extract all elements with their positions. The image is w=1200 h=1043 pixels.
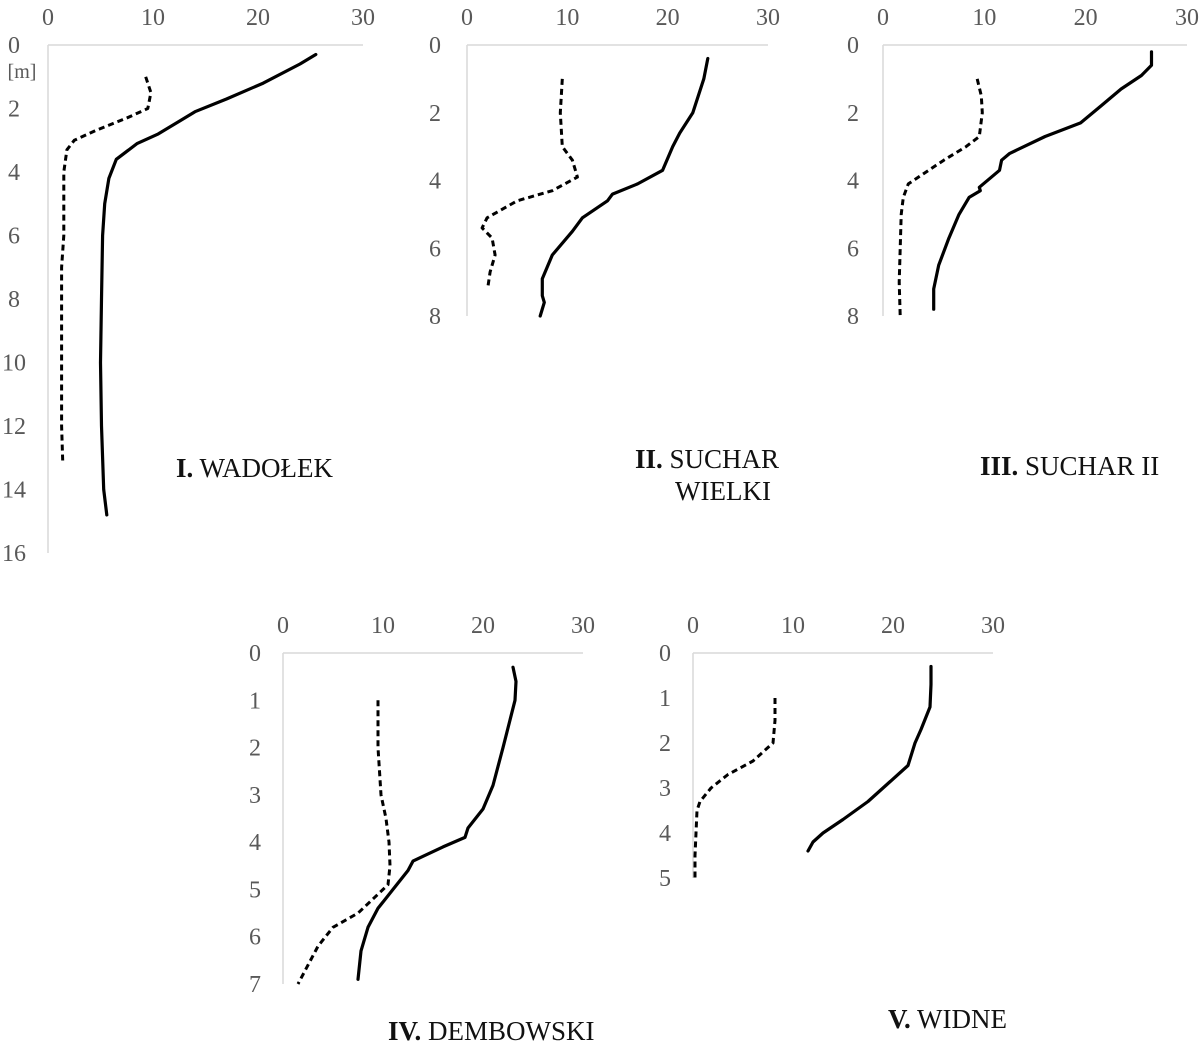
x-tick-label: 0 [877, 5, 889, 31]
dashed-series-line [60, 76, 153, 461]
y-tick-label: 5 [659, 866, 671, 892]
y-tick-label: 4 [8, 160, 20, 186]
y-tick-label: 2 [8, 97, 20, 123]
chart-title-number: IV. [388, 1016, 421, 1043]
y-tick-label: 4 [847, 169, 859, 195]
x-tick-label: 30 [571, 613, 595, 639]
x-tick-label: 30 [981, 613, 1005, 639]
y-tick-label: 8 [429, 304, 441, 330]
x-tick-label: 20 [1074, 5, 1098, 31]
y-tick-label: 0 [847, 33, 859, 59]
y-tick-label: 0 [8, 33, 20, 59]
dashed-series-line [296, 700, 392, 985]
y-tick-label: 6 [8, 224, 20, 250]
chart-title-name: WIDNE [911, 1004, 1007, 1034]
y-tick-label: 0 [659, 641, 671, 667]
x-tick-label: 20 [881, 613, 905, 639]
x-tick-label: 10 [781, 613, 805, 639]
x-tick-label: 0 [42, 5, 54, 31]
y-tick-label: 8 [847, 304, 859, 330]
x-tick-label: 20 [246, 5, 270, 31]
chart-title-name: DEMBOWSKI [421, 1016, 594, 1043]
y-tick-label: 3 [659, 776, 671, 802]
y-tick-label: 0 [429, 33, 441, 59]
x-tick-label: 30 [1175, 5, 1199, 31]
x-tick-label: 10 [141, 5, 165, 31]
y-tick-label: 2 [249, 736, 261, 762]
chart-title-name: WADOŁEK [193, 453, 333, 483]
chart-title: I. WADOŁEK [176, 453, 334, 483]
chart-title: II. SUCHAR [635, 444, 779, 474]
y-tick-label: 4 [429, 169, 441, 195]
chart-panel-3: 0 10 20 30 0 2 4 6 8 III. SUCHAR II [847, 5, 1199, 481]
chart-title-number: V. [888, 1004, 911, 1034]
x-tick-label: 30 [756, 5, 780, 31]
y-tick-label: 6 [847, 236, 859, 262]
chart-panel-1: 0 10 20 30 0 2 4 6 8 10 12 14 16 [m] I. WADOŁEK [2, 5, 375, 567]
y-tick-label: 2 [429, 101, 441, 127]
chart-title: III. SUCHAR II [980, 451, 1159, 481]
x-tick-label: 30 [351, 5, 375, 31]
chart-panel-4: 0 10 20 30 0 1 2 3 4 5 6 7 IV. DEMBOWSKI [249, 613, 595, 1043]
x-tick-label: 20 [656, 5, 680, 31]
chart-title-number: III. [980, 451, 1018, 481]
y-tick-label: 3 [249, 783, 261, 809]
y-tick-label: 2 [847, 101, 859, 127]
dashed-series-line [480, 78, 579, 286]
solid-series-line [356, 665, 518, 981]
x-tick-label: 10 [555, 5, 579, 31]
y-tick-label: 4 [249, 830, 261, 856]
x-tick-label: 0 [461, 5, 473, 31]
chart-panel-5: 0 10 20 30 0 1 2 3 4 5 V. WIDNE [659, 613, 1007, 1034]
y-tick-label: 10 [2, 351, 26, 377]
y-tick-label: 8 [8, 287, 20, 313]
chart-title-name: SUCHAR II [1018, 451, 1159, 481]
x-tick-label: 0 [687, 613, 699, 639]
y-tick-label: 1 [249, 688, 261, 714]
chart-title: IV. DEMBOWSKI [388, 1016, 595, 1043]
chart-title-line-2: WIELKI [675, 476, 771, 506]
y-tick-label: 16 [2, 541, 26, 567]
solid-series-line [932, 50, 1154, 311]
chart-title: V. WIDNE [888, 1004, 1007, 1034]
chart-title-name: WIELKI [675, 476, 771, 506]
x-tick-label: 0 [277, 613, 289, 639]
dashed-series-line [693, 698, 777, 878]
x-tick-label: 20 [471, 613, 495, 639]
chart-title-name: SUCHAR [663, 444, 779, 474]
y-tick-label: 6 [249, 925, 261, 951]
x-tick-label: 10 [972, 5, 996, 31]
y-unit-label: [m] [8, 61, 37, 83]
y-tick-label: 2 [659, 731, 671, 757]
dashed-series-line [897, 78, 984, 317]
chart-title-number: I. [176, 453, 193, 483]
solid-series-line [806, 664, 933, 853]
y-tick-label: 5 [249, 877, 261, 903]
y-tick-label: 0 [249, 641, 261, 667]
y-tick-label: 1 [659, 686, 671, 712]
solid-series-line [538, 56, 710, 318]
y-tick-label: 7 [249, 972, 261, 998]
x-tick-label: 10 [371, 613, 395, 639]
solid-series-line [98, 52, 318, 517]
y-tick-label: 12 [2, 414, 26, 440]
y-tick-label: 6 [429, 236, 441, 262]
chart-title-number: II. [635, 444, 663, 474]
y-tick-label: 14 [2, 478, 26, 504]
y-tick-label: 4 [659, 821, 671, 847]
